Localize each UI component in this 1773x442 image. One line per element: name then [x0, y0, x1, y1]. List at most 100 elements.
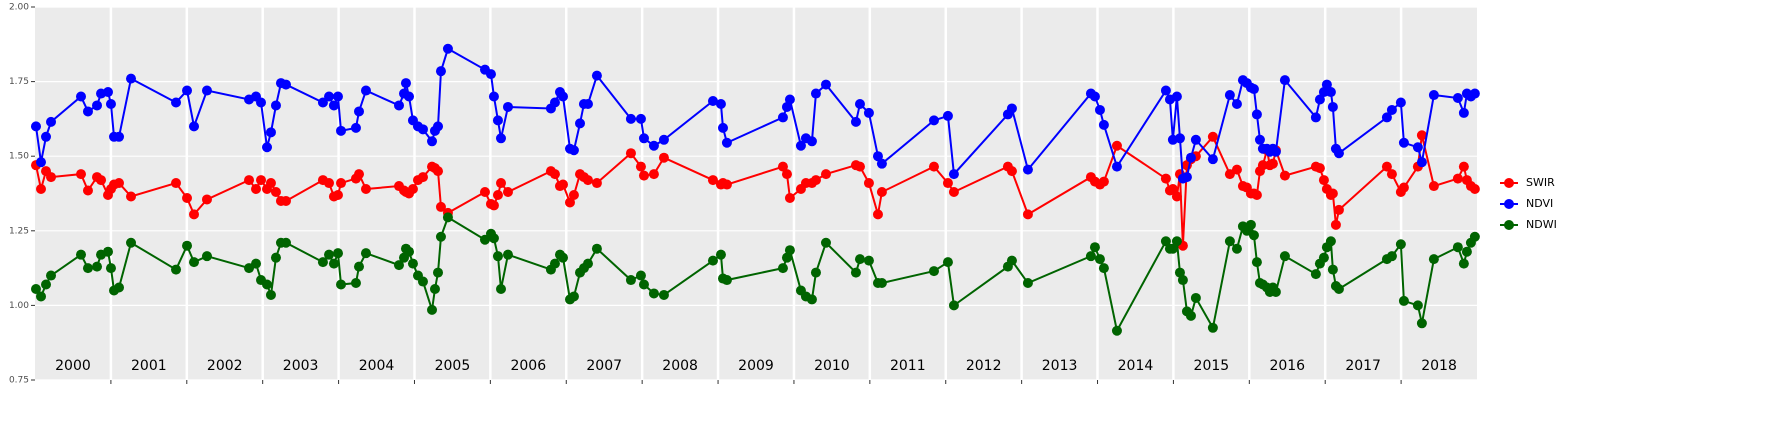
point	[948, 300, 959, 311]
point	[488, 233, 499, 244]
point	[707, 95, 718, 106]
point	[625, 148, 636, 159]
point	[784, 94, 795, 105]
point	[488, 91, 499, 102]
point	[1006, 166, 1017, 177]
point	[1333, 204, 1344, 215]
point	[1333, 283, 1344, 294]
point	[1469, 88, 1480, 99]
point	[103, 246, 114, 257]
point	[1174, 133, 1185, 144]
point	[262, 142, 273, 153]
point	[270, 100, 281, 111]
point	[1089, 91, 1100, 102]
point	[1111, 161, 1122, 172]
point	[502, 249, 513, 260]
point	[1395, 97, 1406, 108]
point	[1181, 172, 1192, 183]
point	[928, 115, 939, 126]
point	[407, 258, 418, 269]
point	[485, 69, 496, 80]
point	[721, 275, 732, 286]
year-label: 2002	[207, 358, 243, 374]
point	[557, 252, 568, 263]
point	[433, 267, 444, 278]
point	[105, 98, 116, 109]
point	[638, 133, 649, 144]
point	[575, 118, 586, 129]
point	[270, 187, 281, 198]
point	[75, 249, 86, 260]
point	[568, 145, 579, 156]
year-label: 2007	[586, 358, 622, 374]
point	[41, 279, 52, 290]
point	[244, 175, 255, 186]
point	[35, 184, 46, 195]
point	[188, 121, 199, 132]
point	[1089, 242, 1100, 253]
point	[324, 91, 335, 102]
point	[114, 282, 125, 293]
point	[1381, 161, 1392, 172]
year-label: 2004	[359, 358, 395, 374]
point	[1254, 134, 1265, 145]
point	[332, 91, 343, 102]
point	[777, 112, 788, 123]
point	[435, 231, 446, 242]
point	[591, 178, 602, 189]
point	[876, 158, 887, 169]
point	[810, 267, 821, 278]
point	[82, 263, 93, 274]
point	[638, 279, 649, 290]
point	[820, 79, 831, 90]
point	[850, 116, 861, 127]
point	[1412, 142, 1423, 153]
point	[1325, 87, 1336, 98]
point	[658, 289, 669, 300]
point	[928, 266, 939, 277]
point	[1386, 251, 1397, 262]
point	[1185, 152, 1196, 163]
point	[1231, 98, 1242, 109]
point	[928, 161, 939, 172]
point	[648, 140, 659, 151]
point	[721, 137, 732, 148]
point	[1085, 251, 1096, 262]
point	[417, 276, 428, 287]
point	[495, 133, 506, 144]
point	[781, 169, 792, 180]
point	[1171, 191, 1182, 202]
point	[635, 113, 646, 124]
point	[417, 172, 428, 183]
point	[784, 245, 795, 256]
point	[30, 121, 41, 132]
point	[854, 254, 865, 265]
point	[876, 278, 887, 289]
point	[1318, 175, 1329, 186]
y-tick-label: 1.25	[9, 226, 29, 236]
point	[1452, 93, 1463, 104]
point	[1398, 182, 1409, 193]
point	[1190, 292, 1201, 303]
point	[46, 270, 57, 281]
point	[715, 98, 726, 109]
point	[280, 195, 291, 206]
point	[171, 264, 182, 275]
point	[360, 85, 371, 96]
point	[256, 97, 267, 108]
point	[1469, 231, 1480, 242]
point	[863, 255, 874, 266]
point	[488, 200, 499, 211]
point	[1111, 140, 1122, 151]
point	[280, 79, 291, 90]
point	[188, 257, 199, 268]
point	[1224, 236, 1235, 247]
point	[82, 185, 93, 196]
point	[262, 279, 273, 290]
point	[1251, 109, 1262, 120]
y-tick-label: 0.75	[9, 376, 29, 386]
point	[942, 178, 953, 189]
year-label: 2000	[55, 358, 91, 374]
point	[105, 263, 116, 274]
point	[182, 240, 193, 251]
